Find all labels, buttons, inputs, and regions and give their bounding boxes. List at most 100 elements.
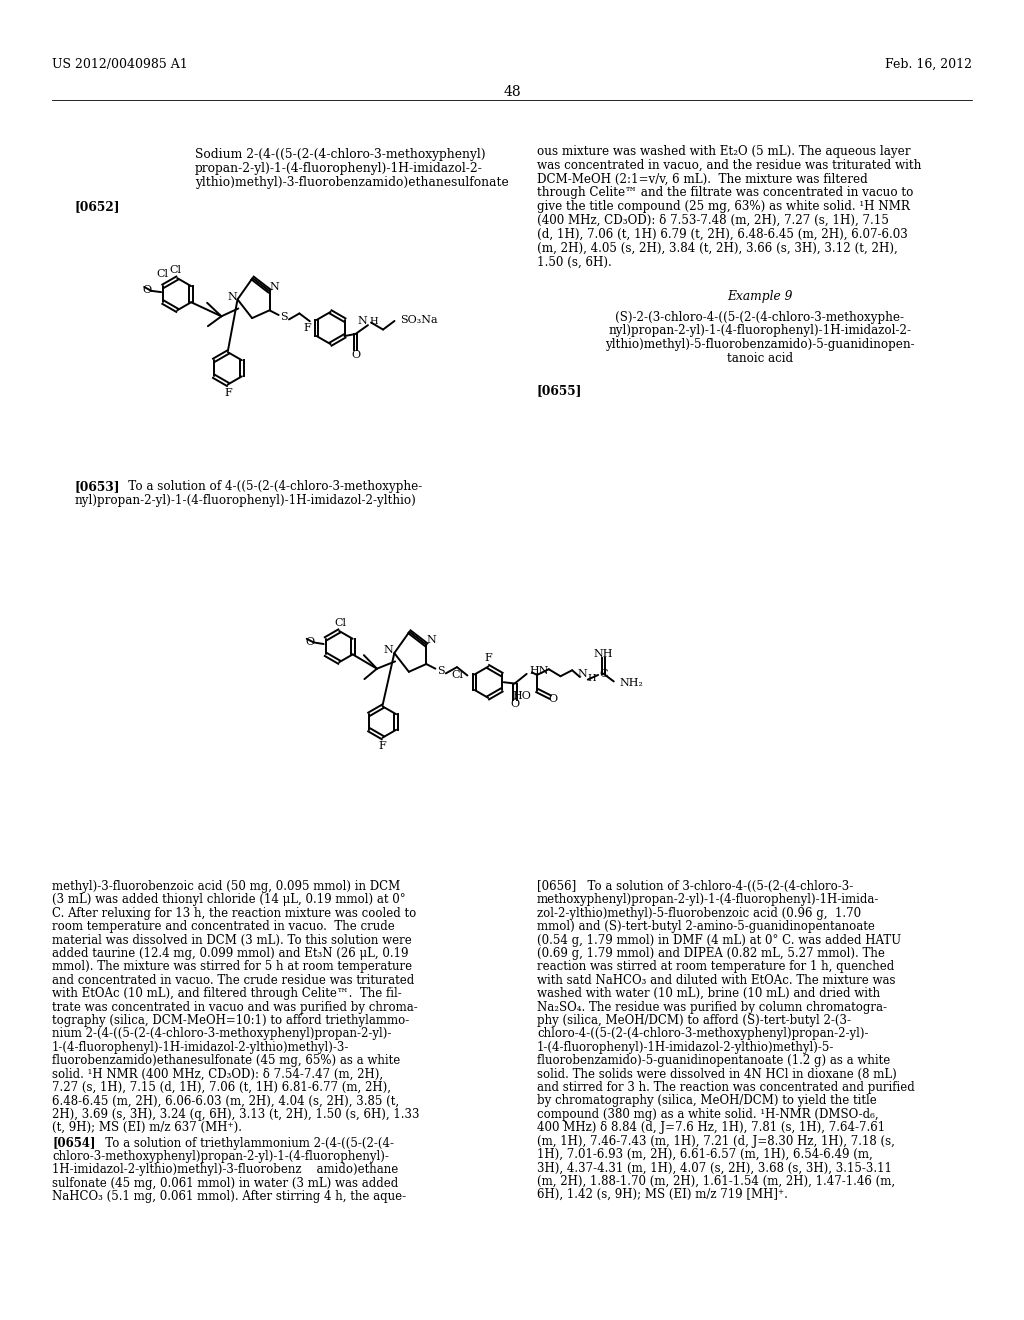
Text: reaction was stirred at room temperature for 1 h, quenched: reaction was stirred at room temperature… — [537, 961, 894, 973]
Text: [0654]: [0654] — [52, 1137, 95, 1150]
Text: through Celite™ and the filtrate was concentrated in vacuo to: through Celite™ and the filtrate was con… — [537, 186, 913, 199]
Text: was concentrated in vacuo, and the residue was triturated with: was concentrated in vacuo, and the resid… — [537, 158, 922, 172]
Text: chloro-3-methoxyphenyl)propan-2-yl)-1-(4-fluorophenyl)-: chloro-3-methoxyphenyl)propan-2-yl)-1-(4… — [52, 1150, 389, 1163]
Text: N: N — [227, 292, 238, 302]
Text: mmol) and (S)-tert-butyl 2-amino-5-guanidinopentanoate: mmol) and (S)-tert-butyl 2-amino-5-guani… — [537, 920, 874, 933]
Text: propan-2-yl)-1-(4-fluorophenyl)-1H-imidazol-2-: propan-2-yl)-1-(4-fluorophenyl)-1H-imida… — [195, 162, 483, 176]
Text: 6.48-6.45 (m, 2H), 6.06-6.03 (m, 2H), 4.04 (s, 2H), 3.85 (t,: 6.48-6.45 (m, 2H), 6.06-6.03 (m, 2H), 4.… — [52, 1094, 399, 1107]
Text: nyl)propan-2-yl)-1-(4-fluorophenyl)-1H-imidazol-2-ylthio): nyl)propan-2-yl)-1-(4-fluorophenyl)-1H-i… — [75, 494, 417, 507]
Text: 48: 48 — [503, 84, 521, 99]
Text: S: S — [280, 312, 288, 322]
Text: (0.54 g, 1.79 mmol) in DMF (4 mL) at 0° C. was added HATU: (0.54 g, 1.79 mmol) in DMF (4 mL) at 0° … — [537, 933, 901, 946]
Text: room temperature and concentrated in vacuo.  The crude: room temperature and concentrated in vac… — [52, 920, 394, 933]
Text: O: O — [549, 694, 558, 704]
Text: phy (silica, MeOH/DCM) to afford (S)-tert-butyl 2-(3-: phy (silica, MeOH/DCM) to afford (S)-ter… — [537, 1014, 851, 1027]
Text: SO₃Na: SO₃Na — [399, 315, 437, 325]
Text: mmol). The mixture was stirred for 5 h at room temperature: mmol). The mixture was stirred for 5 h a… — [52, 961, 412, 973]
Text: NH₂: NH₂ — [620, 678, 644, 688]
Text: To a solution of 4-((5-(2-(4-chloro-3-methoxyphe-: To a solution of 4-((5-(2-(4-chloro-3-me… — [117, 480, 422, 492]
Text: 1-(4-fluorophenyl)-1H-imidazol-2-ylthio)methyl)-5-: 1-(4-fluorophenyl)-1H-imidazol-2-ylthio)… — [537, 1040, 835, 1053]
Text: 3H), 4.37-4.31 (m, 1H), 4.07 (s, 2H), 3.68 (s, 3H), 3.15-3.11: 3H), 4.37-4.31 (m, 1H), 4.07 (s, 2H), 3.… — [537, 1162, 892, 1175]
Text: To a solution of triethylammonium 2-(4-((5-(2-(4-: To a solution of triethylammonium 2-(4-(… — [94, 1137, 394, 1150]
Text: F: F — [224, 388, 231, 397]
Text: ylthio)methyl)-5-fluorobenzamido)-5-guanidinopen-: ylthio)methyl)-5-fluorobenzamido)-5-guan… — [605, 338, 914, 351]
Text: O: O — [142, 285, 152, 296]
Text: HO: HO — [512, 692, 531, 701]
Text: (d, 1H), 7.06 (t, 1H) 6.79 (t, 2H), 6.48-6.45 (m, 2H), 6.07-6.03: (d, 1H), 7.06 (t, 1H) 6.79 (t, 2H), 6.48… — [537, 228, 907, 240]
Text: and stirred for 3 h. The reaction was concentrated and purified: and stirred for 3 h. The reaction was co… — [537, 1081, 914, 1094]
Text: by chromatography (silica, MeOH/DCM) to yield the title: by chromatography (silica, MeOH/DCM) to … — [537, 1094, 877, 1107]
Text: zol-2-ylthio)methyl)-5-fluorobenzoic acid (0.96 g,  1.70: zol-2-ylthio)methyl)-5-fluorobenzoic aci… — [537, 907, 861, 920]
Text: 1-(4-fluorophenyl)-1H-imidazol-2-ylthio)methyl)-3-: 1-(4-fluorophenyl)-1H-imidazol-2-ylthio)… — [52, 1040, 349, 1053]
Text: N: N — [427, 635, 436, 645]
Text: Cl: Cl — [157, 269, 169, 279]
Text: (m, 2H), 1.88-1.70 (m, 2H), 1.61-1.54 (m, 2H), 1.47-1.46 (m,: (m, 2H), 1.88-1.70 (m, 2H), 1.61-1.54 (m… — [537, 1175, 895, 1188]
Text: sulfonate (45 mg, 0.061 mmol) in water (3 mL) was added: sulfonate (45 mg, 0.061 mmol) in water (… — [52, 1177, 398, 1189]
Text: 1H), 7.01-6.93 (m, 2H), 6.61-6.57 (m, 1H), 6.54-6.49 (m,: 1H), 7.01-6.93 (m, 2H), 6.61-6.57 (m, 1H… — [537, 1148, 872, 1162]
Text: chloro-4-((5-(2-(4-chloro-3-methoxyphenyl)propan-2-yl)-: chloro-4-((5-(2-(4-chloro-3-methoxypheny… — [537, 1027, 868, 1040]
Text: compound (380 mg) as a white solid. ¹H-NMR (DMSO-d₆,: compound (380 mg) as a white solid. ¹H-N… — [537, 1107, 879, 1121]
Text: C: C — [599, 669, 607, 678]
Text: added taurine (12.4 mg, 0.099 mmol) and Et₃N (26 μL, 0.19: added taurine (12.4 mg, 0.099 mmol) and … — [52, 946, 409, 960]
Text: [0656]   To a solution of 3-chloro-4-((5-(2-(4-chloro-3-: [0656] To a solution of 3-chloro-4-((5-(… — [537, 880, 853, 894]
Text: trate was concentrated in vacuo and was purified by chroma-: trate was concentrated in vacuo and was … — [52, 1001, 418, 1014]
Text: Na₂SO₄. The residue was purified by column chromatogra-: Na₂SO₄. The residue was purified by colu… — [537, 1001, 887, 1014]
Text: tography (silica, DCM-MeOH=10:1) to afford triethylammo-: tography (silica, DCM-MeOH=10:1) to affo… — [52, 1014, 410, 1027]
Text: H: H — [587, 673, 596, 682]
Text: (S)-2-(3-chloro-4-((5-(2-(4-chloro-3-methoxyphe-: (S)-2-(3-chloro-4-((5-(2-(4-chloro-3-met… — [615, 310, 904, 323]
Text: and concentrated in vacuo. The crude residue was triturated: and concentrated in vacuo. The crude res… — [52, 974, 415, 987]
Text: material was dissolved in DCM (3 mL). To this solution were: material was dissolved in DCM (3 mL). To… — [52, 933, 412, 946]
Text: fluorobenzamido)-5-guanidinopentanoate (1.2 g) as a white: fluorobenzamido)-5-guanidinopentanoate (… — [537, 1055, 890, 1067]
Text: washed with water (10 mL), brine (10 mL) and dried with: washed with water (10 mL), brine (10 mL)… — [537, 987, 880, 1001]
Text: Feb. 16, 2012: Feb. 16, 2012 — [885, 58, 972, 71]
Text: HN: HN — [529, 667, 549, 676]
Text: F: F — [303, 323, 311, 333]
Text: (t, 9H); MS (EI) m/z 637 (MH⁺).: (t, 9H); MS (EI) m/z 637 (MH⁺). — [52, 1121, 242, 1134]
Text: give the title compound (25 mg, 63%) as white solid. ¹H NMR: give the title compound (25 mg, 63%) as … — [537, 201, 910, 214]
Text: N: N — [578, 669, 588, 680]
Text: 6H), 1.42 (s, 9H); MS (EI) m/z 719 [MH]⁺.: 6H), 1.42 (s, 9H); MS (EI) m/z 719 [MH]⁺… — [537, 1188, 787, 1201]
Text: 1.50 (s, 6H).: 1.50 (s, 6H). — [537, 255, 611, 268]
Text: with EtOAc (10 mL), and filtered through Celite™.  The fil-: with EtOAc (10 mL), and filtered through… — [52, 987, 401, 1001]
Text: 400 MHz) δ 8.84 (d, J=7.6 Hz, 1H), 7.81 (s, 1H), 7.64-7.61: 400 MHz) δ 8.84 (d, J=7.6 Hz, 1H), 7.81 … — [537, 1121, 885, 1134]
Text: [0653]: [0653] — [75, 480, 121, 492]
Text: (m, 1H), 7.46-7.43 (m, 1H), 7.21 (d, J=8.30 Hz, 1H), 7.18 (s,: (m, 1H), 7.46-7.43 (m, 1H), 7.21 (d, J=8… — [537, 1135, 895, 1147]
Text: C. After reluxing for 13 h, the reaction mixture was cooled to: C. After reluxing for 13 h, the reaction… — [52, 907, 416, 920]
Text: nyl)propan-2-yl)-1-(4-fluorophenyl)-1H-imidazol-2-: nyl)propan-2-yl)-1-(4-fluorophenyl)-1H-i… — [608, 325, 911, 338]
Text: Example 9: Example 9 — [727, 290, 793, 302]
Text: US 2012/0040985 A1: US 2012/0040985 A1 — [52, 58, 187, 71]
Text: F: F — [379, 741, 386, 751]
Text: with satd NaHCO₃ and diluted with EtOAc. The mixture was: with satd NaHCO₃ and diluted with EtOAc.… — [537, 974, 896, 987]
Text: N: N — [384, 645, 393, 655]
Text: (0.69 g, 1.79 mmol) and DIPEA (0.82 mL, 5.27 mmol). The: (0.69 g, 1.79 mmol) and DIPEA (0.82 mL, … — [537, 946, 885, 960]
Text: fluorobenzamido)ethanesulfonate (45 mg, 65%) as a white: fluorobenzamido)ethanesulfonate (45 mg, … — [52, 1055, 400, 1067]
Text: tanoic acid: tanoic acid — [727, 352, 793, 366]
Text: F: F — [484, 653, 493, 663]
Text: 7.27 (s, 1H), 7.15 (d, 1H), 7.06 (t, 1H) 6.81-6.77 (m, 2H),: 7.27 (s, 1H), 7.15 (d, 1H), 7.06 (t, 1H)… — [52, 1081, 391, 1094]
Text: Sodium 2-(4-((5-(2-(4-chloro-3-methoxyphenyl): Sodium 2-(4-((5-(2-(4-chloro-3-methoxyph… — [195, 148, 485, 161]
Text: solid. ¹H NMR (400 MHz, CD₃OD): δ 7.54-7.47 (m, 2H),: solid. ¹H NMR (400 MHz, CD₃OD): δ 7.54-7… — [52, 1068, 383, 1081]
Text: ylthio)methyl)-3-fluorobenzamido)ethanesulfonate: ylthio)methyl)-3-fluorobenzamido)ethanes… — [195, 176, 509, 189]
Text: methyl)-3-fluorobenzoic acid (50 mg, 0.095 mmol) in DCM: methyl)-3-fluorobenzoic acid (50 mg, 0.0… — [52, 880, 400, 894]
Text: (3 mL) was added thionyl chloride (14 μL, 0.19 mmol) at 0°: (3 mL) was added thionyl chloride (14 μL… — [52, 894, 406, 907]
Text: NaHCO₃ (5.1 mg, 0.061 mmol). After stirring 4 h, the aque-: NaHCO₃ (5.1 mg, 0.061 mmol). After stirr… — [52, 1191, 407, 1204]
Text: (400 MHz, CD₃OD): δ 7.53-7.48 (m, 2H), 7.27 (s, 1H), 7.15: (400 MHz, CD₃OD): δ 7.53-7.48 (m, 2H), 7… — [537, 214, 889, 227]
Text: O: O — [351, 350, 360, 360]
Text: 2H), 3.69 (s, 3H), 3.24 (q, 6H), 3.13 (t, 2H), 1.50 (s, 6H), 1.33: 2H), 3.69 (s, 3H), 3.24 (q, 6H), 3.13 (t… — [52, 1107, 420, 1121]
Text: O: O — [305, 638, 314, 647]
Text: 1H-imidazol-2-ylthio)methyl)-3-fluorobenz    amido)ethane: 1H-imidazol-2-ylthio)methyl)-3-fluoroben… — [52, 1163, 398, 1176]
Text: H: H — [370, 317, 379, 326]
Text: [0655]: [0655] — [537, 384, 583, 397]
Text: NH: NH — [594, 648, 613, 659]
Text: S: S — [437, 665, 444, 676]
Text: (m, 2H), 4.05 (s, 2H), 3.84 (t, 2H), 3.66 (s, 3H), 3.12 (t, 2H),: (m, 2H), 4.05 (s, 2H), 3.84 (t, 2H), 3.6… — [537, 242, 898, 255]
Text: N: N — [357, 317, 368, 326]
Text: DCM-MeOH (2:1=v/v, 6 mL).  The mixture was filtered: DCM-MeOH (2:1=v/v, 6 mL). The mixture wa… — [537, 173, 867, 186]
Text: Cl: Cl — [169, 265, 181, 275]
Text: Cl: Cl — [334, 618, 346, 628]
Text: methoxyphenyl)propan-2-yl)-1-(4-fluorophenyl)-1H-imida-: methoxyphenyl)propan-2-yl)-1-(4-fluoroph… — [537, 894, 880, 907]
Text: solid. The solids were dissolved in 4N HCl in dioxane (8 mL): solid. The solids were dissolved in 4N H… — [537, 1068, 897, 1081]
Text: O: O — [510, 700, 519, 709]
Text: [0652]: [0652] — [75, 201, 121, 213]
Text: Cl: Cl — [452, 671, 464, 680]
